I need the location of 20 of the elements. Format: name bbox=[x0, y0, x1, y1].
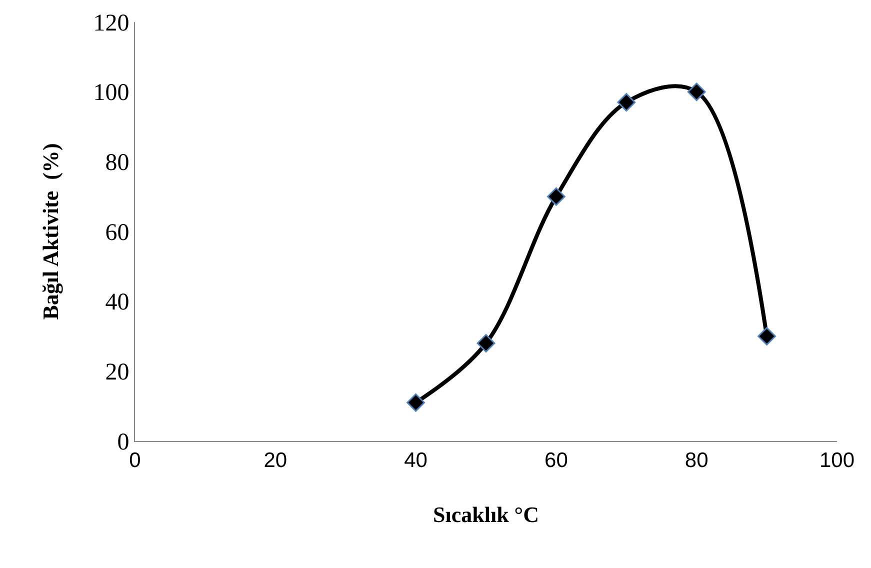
point bbox=[547, 187, 566, 206]
y-tick-label: 60 bbox=[105, 220, 130, 246]
x-tick-label: 100 bbox=[819, 449, 855, 472]
y-tick-label: 100 bbox=[93, 80, 130, 106]
point bbox=[617, 93, 636, 112]
point bbox=[687, 82, 706, 102]
point bbox=[758, 327, 776, 346]
point bbox=[406, 393, 425, 412]
y-tick-label: 20 bbox=[105, 360, 130, 386]
point bbox=[476, 334, 496, 352]
y-tick-label: 40 bbox=[105, 290, 130, 316]
y-axis-title: Bağıl Aktivite (%) bbox=[38, 143, 63, 320]
y-tick-label: 120 bbox=[93, 10, 130, 36]
x-tick-label: 80 bbox=[684, 449, 708, 472]
x-tick-label: 40 bbox=[404, 449, 428, 472]
y-tick-label: 0 bbox=[117, 429, 130, 456]
x-tick-label: 20 bbox=[264, 449, 288, 472]
x-axis-title: Sıcaklık °C bbox=[433, 502, 539, 528]
x-tick-label: 60 bbox=[544, 449, 568, 472]
y-tick-label: 80 bbox=[105, 150, 130, 176]
